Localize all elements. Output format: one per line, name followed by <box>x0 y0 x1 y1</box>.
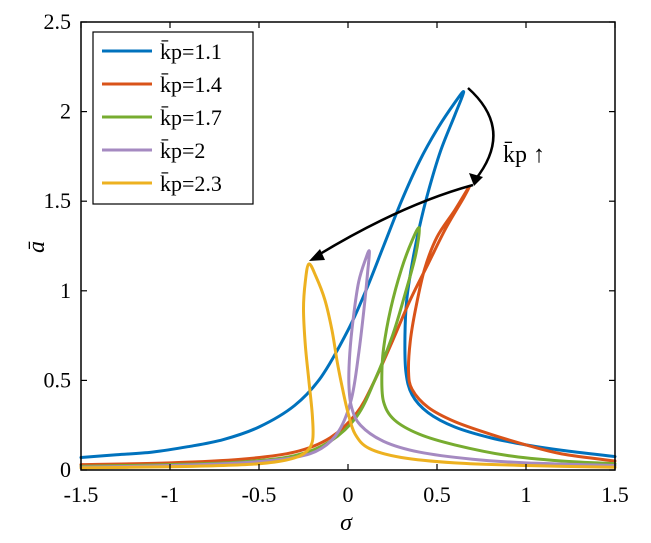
annotation-arrowhead-1 <box>469 173 483 186</box>
x-tick-label: 0 <box>343 482 354 507</box>
legend: k̄p=1.1 k̄p=1.4 k̄p=1.7 k̄p=2 k̄p=2.3 <box>92 31 254 205</box>
annotation-arrowhead-2 <box>309 249 325 261</box>
x-tick-label: 1.5 <box>601 482 629 507</box>
y-axis-label: ā <box>24 241 50 253</box>
y-tick-label: 0.5 <box>44 367 72 392</box>
annotation-label: k̄p ↑ <box>503 142 545 168</box>
series-line-4 <box>79 249 617 469</box>
x-tick-label: -1.5 <box>64 482 99 507</box>
x-tick-label: 1 <box>521 482 532 507</box>
annotation: k̄p ↑ <box>309 87 545 261</box>
series-line-3 <box>79 226 617 468</box>
x-tick-label: 0.5 <box>423 482 451 507</box>
series-line-5 <box>79 262 617 470</box>
annotation-arrow-down <box>467 87 495 181</box>
y-tick-label: 0 <box>60 457 71 482</box>
series-group <box>79 89 617 470</box>
legend-label-3: k̄p=1.7 <box>160 105 222 130</box>
ticks-group: -1.5 -1 -0.5 0 0.5 1 1.5 0 0.5 1 1.5 2 2.5 <box>44 9 629 507</box>
y-tick-label: 2 <box>60 99 71 124</box>
series-line-1 <box>79 89 617 459</box>
legend-label-5: k̄p=2.3 <box>160 171 222 196</box>
series-line-2 <box>79 184 617 467</box>
x-tick-label: -0.5 <box>242 482 277 507</box>
y-tick-label: 2.5 <box>44 9 72 34</box>
legend-label-4: k̄p=2 <box>160 138 205 163</box>
legend-label-1: k̄p=1.1 <box>160 39 222 64</box>
legend-label-2: k̄p=1.4 <box>160 72 222 97</box>
y-tick-label: 1.5 <box>44 188 72 213</box>
y-tick-label: 1 <box>60 278 71 303</box>
x-tick-label: -1 <box>161 482 179 507</box>
annotation-arrow-left <box>314 183 474 259</box>
x-axis-label: σ <box>340 510 353 536</box>
